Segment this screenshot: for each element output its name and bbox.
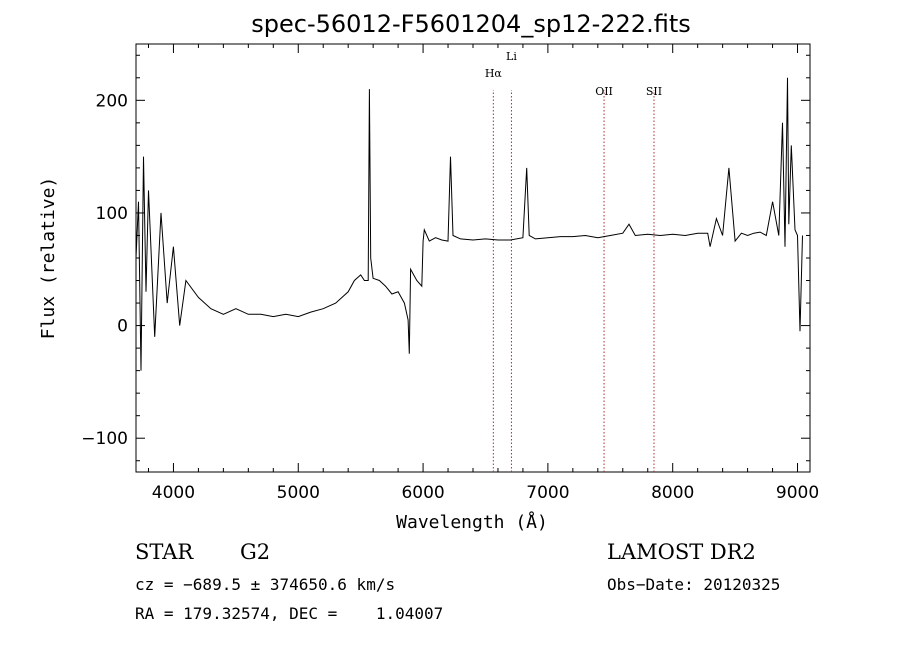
cz-line: cz = −689.5 ± 374650.6 km/s — [135, 575, 396, 594]
line-marker-label: OII — [595, 85, 613, 98]
line-marker-label: SII — [646, 85, 662, 98]
spectrum-series-line — [135, 77, 803, 371]
obs-date-line: Obs−Date: 20120325 — [607, 575, 781, 594]
object-class: STAR — [135, 540, 194, 564]
x-tick-label: 7000 — [526, 483, 569, 503]
y-tick-label: 0 — [117, 317, 128, 337]
line-marker-label: Li — [506, 50, 517, 63]
line-marker-label: Hα — [485, 67, 503, 80]
x-tick-label: 8000 — [651, 483, 694, 503]
y-tick-label: 100 — [96, 204, 128, 224]
y-tick-label: 200 — [96, 91, 128, 111]
x-tick-label: 9000 — [776, 483, 819, 503]
x-tick-label: 5000 — [277, 483, 320, 503]
survey-name: LAMOST DR2 — [607, 540, 756, 564]
axis-ticks: 4000 5000 6000 7000 8000 9000 −100 0 100 200 — [81, 44, 819, 503]
object-subclass: G2 — [240, 540, 271, 564]
x-tick-label: 6000 — [401, 483, 444, 503]
x-tick-label: 4000 — [152, 483, 195, 503]
y-axis-label: Flux (relative) — [38, 177, 59, 340]
x-axis-label: Wavelength (Å) — [396, 511, 548, 533]
plot-frame — [135, 43, 811, 473]
chart-title: spec-56012-F5601204_sp12-222.fits — [251, 10, 690, 38]
y-tick-label: −100 — [81, 429, 128, 449]
radec-line: RA = 179.32574, DEC = 1.04007 — [135, 604, 444, 623]
